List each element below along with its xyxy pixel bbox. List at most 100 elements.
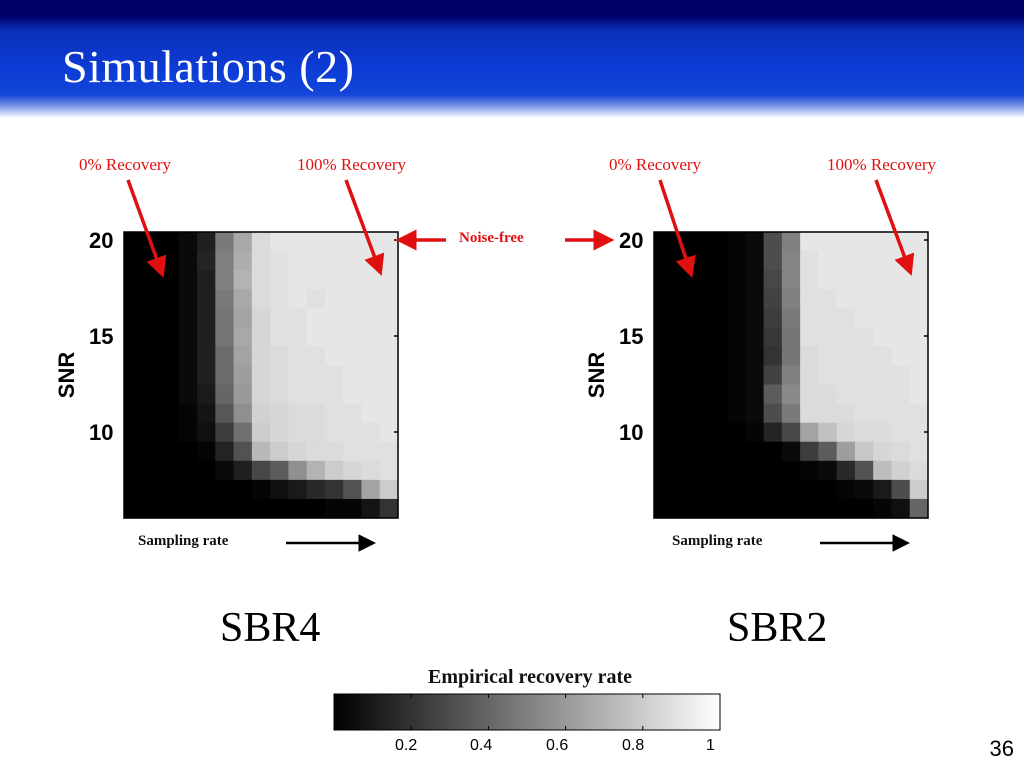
heatmap-cell xyxy=(891,327,911,347)
heatmap-cell xyxy=(909,232,929,252)
ylabel-sbr2: SNR xyxy=(584,351,610,399)
annotation-0pct-sbr4: 0% Recovery xyxy=(79,155,172,174)
heatmap-cell xyxy=(361,460,381,481)
heatmap-cell xyxy=(818,365,838,386)
heatmap-cell xyxy=(891,308,911,328)
heatmap-cell xyxy=(197,460,216,481)
heatmap-cell xyxy=(654,232,673,252)
heatmap-cell xyxy=(288,232,308,252)
heatmap-cell xyxy=(818,479,838,500)
heatmap-cell xyxy=(288,346,308,367)
colorbar-tick-label: 0.2 xyxy=(395,737,418,754)
heatmap-cell xyxy=(708,384,728,405)
heatmap-cell xyxy=(800,403,819,424)
heatmap-cell xyxy=(270,365,289,386)
heatmap-cell xyxy=(142,441,162,462)
heatmap-cell xyxy=(379,270,399,290)
heatmap-cell xyxy=(361,270,381,290)
heatmap-cell xyxy=(727,289,746,309)
heatmap-cell xyxy=(800,441,819,462)
heatmap-cell xyxy=(727,441,746,462)
heatmap-cell xyxy=(306,346,326,367)
heatmap-cell xyxy=(891,289,911,309)
heatmap-cell xyxy=(324,232,344,252)
heatmap-cell xyxy=(818,308,838,328)
heatmap-cell xyxy=(288,498,308,519)
heatmap-cell xyxy=(891,270,911,290)
heatmap-cell xyxy=(836,327,856,347)
heatmap-cell xyxy=(288,384,308,405)
caption-sbr2: SBR2 xyxy=(727,605,828,651)
heatmap-cell xyxy=(361,403,381,424)
colorbar xyxy=(333,693,721,731)
heatmap-cell xyxy=(708,270,728,290)
colorbar-tick-label: 0.8 xyxy=(622,737,645,754)
heatmap-cell xyxy=(178,327,198,347)
heatmap-cell xyxy=(836,365,856,386)
heatmap-cell xyxy=(781,365,801,386)
heatmap-cell xyxy=(233,308,253,328)
heatmap-cell xyxy=(800,365,819,386)
heatmap-cell xyxy=(763,346,783,367)
heatmap-cell xyxy=(781,346,801,367)
heatmap-cell xyxy=(854,365,874,386)
heatmap-cell xyxy=(745,365,765,386)
heatmap-cell xyxy=(672,308,692,328)
heatmap-cell xyxy=(672,270,692,290)
heatmap-cell xyxy=(781,327,801,347)
xlabel-sbr4: Sampling rate xyxy=(138,533,229,549)
heatmap-cell xyxy=(270,498,289,519)
heatmap-cell xyxy=(727,270,746,290)
heatmap-cell xyxy=(215,384,235,405)
heatmap-cell xyxy=(727,308,746,328)
ytick-20-sbr4: 20 xyxy=(89,228,114,253)
heatmap-cell xyxy=(124,365,143,386)
heatmap-cell xyxy=(690,441,710,462)
heatmap-cell xyxy=(178,270,198,290)
heatmap-cell xyxy=(270,346,289,367)
heatmap-cell xyxy=(909,441,929,462)
heatmap-cell xyxy=(379,422,399,443)
heatmap-cell xyxy=(379,346,399,367)
heatmap-cell xyxy=(800,422,819,443)
heatmap-cell xyxy=(324,403,344,424)
heatmap-cell xyxy=(745,460,765,481)
heatmap-cell xyxy=(800,384,819,405)
heatmap-cell xyxy=(270,251,289,271)
heatmap-cell xyxy=(836,232,856,252)
heatmap-cell xyxy=(909,460,929,481)
heatmap-cell xyxy=(124,403,143,424)
heatmap-cell xyxy=(215,479,235,500)
heatmap-cell xyxy=(891,422,911,443)
heatmap-cell xyxy=(343,289,363,309)
heatmap-cell xyxy=(909,384,929,405)
heatmap-cell xyxy=(379,498,399,519)
heatmap-cell xyxy=(690,346,710,367)
heatmap-cell xyxy=(654,460,673,481)
heatmap-cell xyxy=(178,289,198,309)
heatmap-cell xyxy=(781,498,801,519)
heatmap-cell xyxy=(672,384,692,405)
heatmap-cell xyxy=(288,441,308,462)
heatmap-cell xyxy=(160,460,180,481)
heatmap-cell xyxy=(306,365,326,386)
heatmap-cell xyxy=(124,346,143,367)
heatmap-cell xyxy=(251,460,271,481)
heatmap-cell xyxy=(343,308,363,328)
heatmap-cell xyxy=(197,251,216,271)
heatmap-cell xyxy=(708,479,728,500)
heatmap-cell xyxy=(160,441,180,462)
heatmap-cell xyxy=(873,384,893,405)
heatmap-cell xyxy=(251,308,271,328)
heatmap-cell xyxy=(800,346,819,367)
heatmap-cell xyxy=(142,308,162,328)
heatmap-cell xyxy=(891,460,911,481)
heatmap-cell xyxy=(690,460,710,481)
heatmap-cell xyxy=(215,460,235,481)
heatmap-cell xyxy=(800,479,819,500)
heatmap-cell xyxy=(800,498,819,519)
heatmap-cell xyxy=(745,270,765,290)
heatmap-cell xyxy=(891,441,911,462)
heatmap-cell xyxy=(343,479,363,500)
heatmap-cell xyxy=(854,327,874,347)
